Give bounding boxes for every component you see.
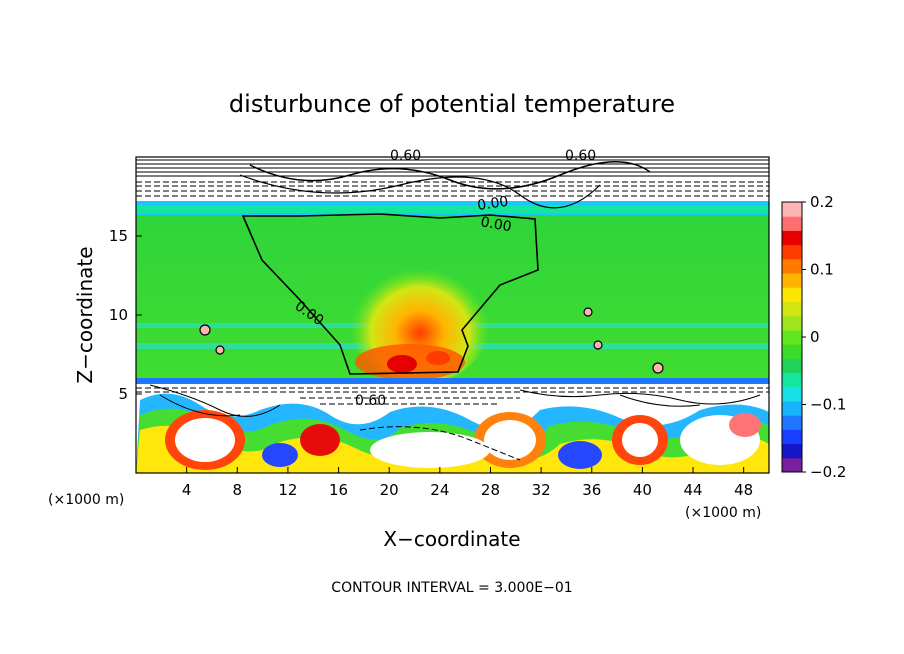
x-tick-label: 28 [481,481,500,499]
x-tick-label: 32 [532,481,551,499]
x-unit-left: (×1000 m) [48,492,124,508]
colorbar-tick-label: 0 [810,328,820,346]
chart-title: disturbunce of potential temperature [229,90,675,118]
x-tick-label: 12 [278,481,297,499]
colorbar-swatch [782,230,802,246]
colorbar-swatch [782,358,802,374]
contour-label: 0.60 [565,148,596,164]
colorbar-swatch [782,457,802,473]
y-axis-label: Z−coordinate [73,246,97,383]
x-unit-right: (×1000 m) [685,505,761,521]
colorbar-swatch [782,443,802,459]
colorbar-swatch [782,372,802,388]
x-tick-label: 4 [182,481,192,499]
y-tick-label: 5 [118,385,128,403]
y-axis: 5 10 15 [109,227,142,403]
x-tick-label: 44 [683,481,702,499]
x-tick-label: 8 [233,481,243,499]
colorbar-swatch [782,315,802,331]
colorbar-swatch [782,244,802,260]
x-tick-label: 40 [633,481,652,499]
colorbar-swatch [782,415,802,430]
x-tick-label: 48 [734,481,753,499]
colorbar-swatch [782,202,802,217]
plot-area [136,157,769,473]
x-tick-label: 24 [430,481,449,499]
colorbar-swatch [782,258,802,274]
colorbar-swatch [782,344,802,359]
colorbar-swatch [782,287,802,302]
zero-contour [241,213,539,375]
colorbar-tick-label: −0.2 [810,463,846,481]
contour-label: 0.00 [476,194,509,214]
x-tick-label: 16 [329,481,348,499]
colorbar-swatch [782,301,802,317]
colorbar [781,201,803,473]
x-axis-label: X−coordinate [383,527,520,551]
colorbar-tick-label: 0.1 [810,261,834,279]
colorbar-swatch [782,400,802,416]
colorbar-ticks: 0.2 0.1 0 −0.1 −0.2 [802,193,846,481]
colorbar-swatch [782,429,802,445]
y-tick-label: 10 [109,306,128,324]
y-tick-label: 15 [109,227,128,245]
contour-label: 0.60 [355,393,386,409]
x-axis: 4 8 12 16 20 24 28 32 36 40 44 48 [182,467,753,499]
colorbar-tick-label: 0.2 [810,193,834,211]
x-tick-label: 36 [582,481,601,499]
colorbar-swatch [782,273,802,288]
x-tick-label: 20 [380,481,399,499]
colorbar-tick-label: −0.1 [810,396,846,414]
contour-label: 0.60 [390,148,421,164]
contour-interval: CONTOUR INTERVAL = 3.000E−01 [331,580,572,596]
colorbar-swatch [782,216,802,231]
colorbar-swatch [782,329,802,345]
colorbar-swatch [782,386,802,402]
contour-label: 0.00 [479,214,512,235]
